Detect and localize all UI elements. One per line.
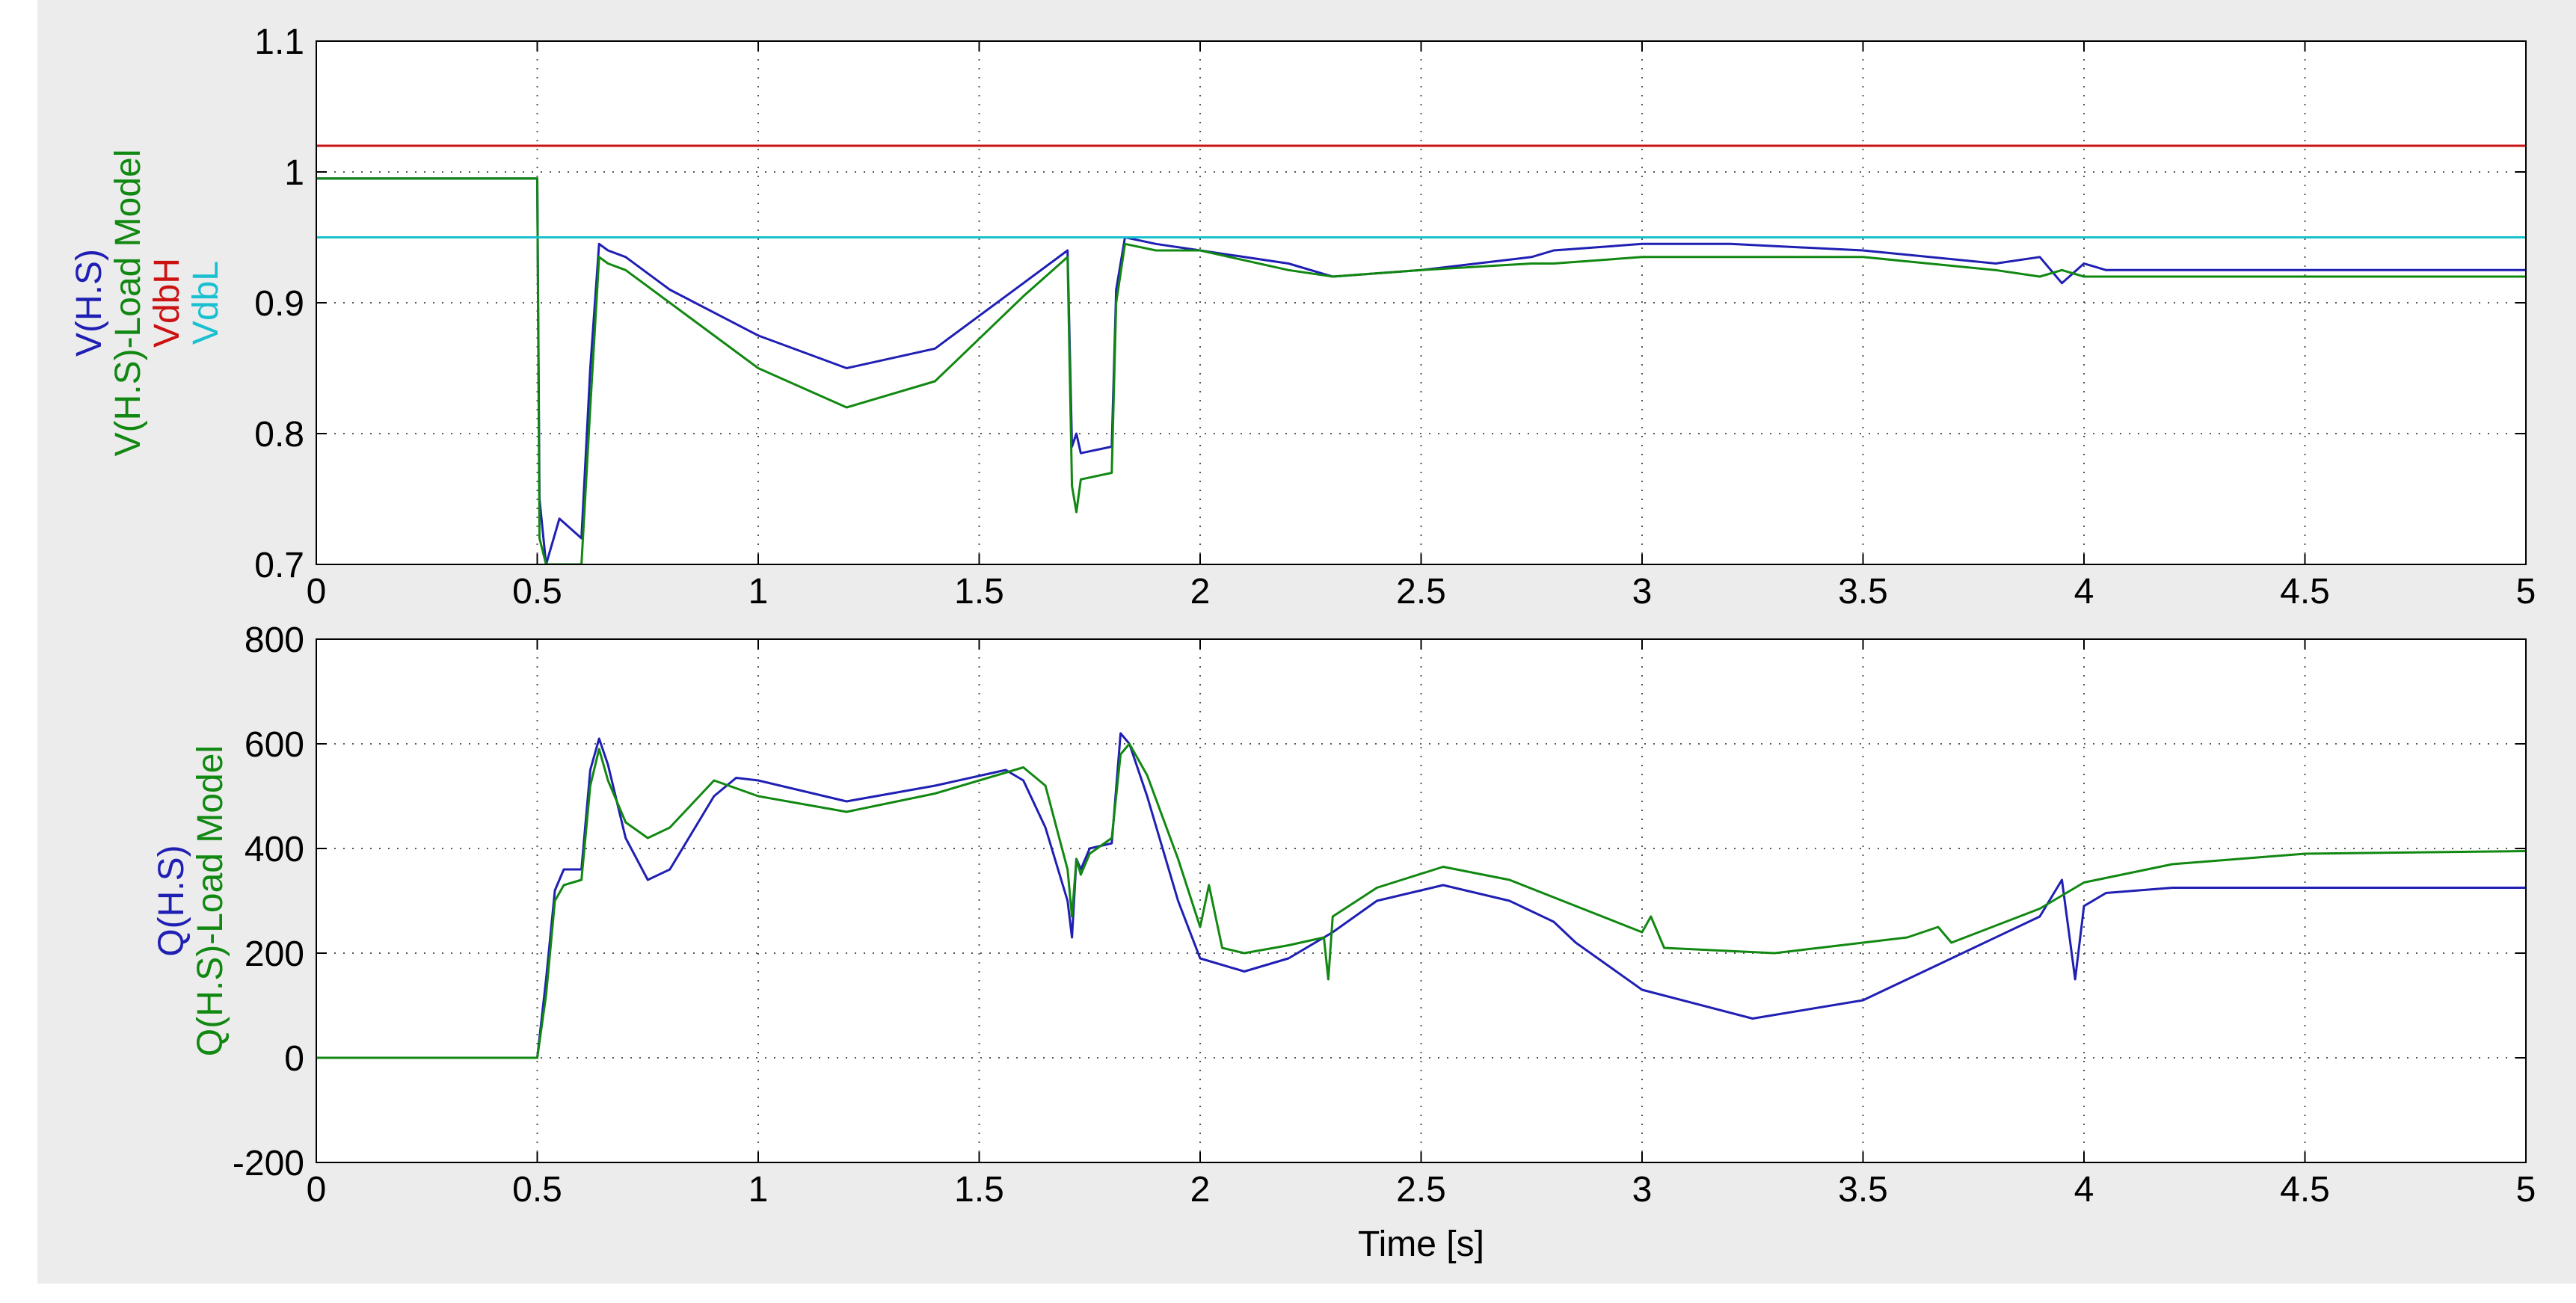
x-tick-label: 3 [1632, 572, 1653, 612]
y-axis-label-line: V(H.S)-Load Model [108, 150, 148, 457]
series-line-q-h-s-load-model [316, 742, 2526, 1059]
series-line-v-h-s-load-model [316, 177, 2526, 564]
y-tick-label: 1.1 [254, 22, 304, 62]
x-tick-label: 0 [307, 1170, 327, 1210]
y-tick-label: 600 [245, 725, 304, 765]
x-tick-label: 1.5 [954, 1170, 1004, 1210]
x-tick-label: 5 [2516, 1170, 2536, 1210]
y-tick-label: -200 [233, 1144, 304, 1183]
y-tick-label: 800 [245, 620, 304, 660]
x-tick-label: 2.5 [1396, 1170, 1446, 1210]
axes-reactive: 0 0.5 1 1.5 2 2.5 3 3.5 4 4.5 5-2000200400600800Q(… [152, 620, 2536, 1264]
y-tick-label: 1 [284, 153, 304, 193]
y-tick-label: 200 [245, 934, 304, 974]
y-axis-label-line: V(H.S) [70, 249, 109, 357]
x-tick-label: 1 [748, 572, 769, 612]
x-tick-label: 3.5 [1838, 572, 1888, 612]
x-tick-label: 0.5 [512, 572, 562, 612]
x-tick-label: 3 [1632, 1170, 1653, 1210]
x-tick-label: 3.5 [1838, 1170, 1888, 1210]
series-line-v-h-s [316, 177, 2526, 564]
axes-voltage: 0 0.5 1 1.5 2 2.5 3 3.5 4 4.5 5 0.7 0.8 0.9 1 1.1 V(H.S)… [70, 22, 2536, 612]
x-tick-label: 4.5 [2280, 572, 2330, 612]
y-axis-label-line: VdbH [147, 258, 187, 348]
x-tick-label: 4 [2074, 572, 2094, 612]
x-tick-label: 1.5 [954, 572, 1004, 612]
x-tick-label: 2.5 [1396, 572, 1446, 612]
x-tick-label: 0 [307, 572, 327, 612]
x-tick-label: 1 [748, 1170, 769, 1210]
x-tick-label: 0.5 [512, 1170, 562, 1210]
y-axis-label-line: VdbL [186, 261, 226, 345]
y-tick-label: 0 [284, 1039, 304, 1079]
y-axis-label-line: Q(H.S) [152, 845, 191, 956]
x-tick-label: 2 [1190, 1170, 1211, 1210]
axes-border-reactive [316, 638, 2527, 1163]
y-tick-label: 0.7 [254, 546, 304, 585]
y-axis-label-line: Q(H.S)-Load Model [191, 745, 230, 1056]
y-tick-label: 0.9 [254, 284, 304, 324]
x-tick-label: 4.5 [2280, 1170, 2330, 1210]
axes-border-voltage [316, 40, 2527, 565]
x-tick-label: 2 [1190, 572, 1211, 612]
x-axis-label: Time [s] [1358, 1225, 1484, 1264]
y-tick-label: 400 [245, 830, 304, 869]
y-tick-label: 0.8 [254, 415, 304, 455]
x-tick-label: 4 [2074, 1170, 2094, 1210]
x-tick-label: 5 [2516, 572, 2536, 612]
